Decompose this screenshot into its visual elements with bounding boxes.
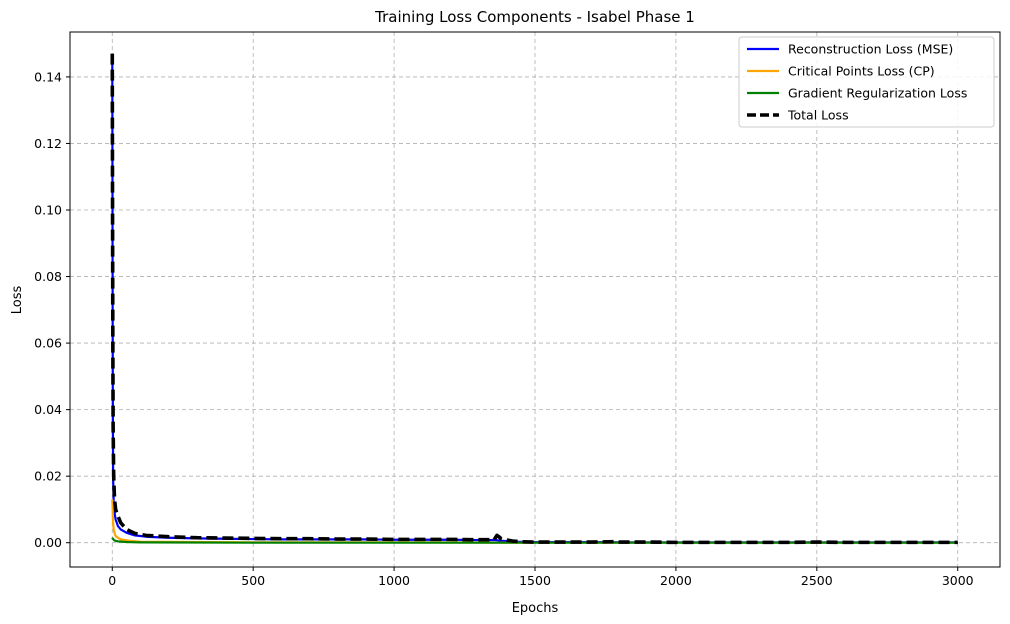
y-tick-label: 0.14 bbox=[34, 69, 62, 84]
x-tick-label: 1500 bbox=[519, 573, 551, 588]
axis-ticks: 0 500 1000 1500 2000 2500 3000 0.00 0.02 0.04 0.06… bbox=[34, 69, 974, 588]
y-tick-label: 0.04 bbox=[34, 402, 62, 417]
x-tick-label: 2000 bbox=[660, 573, 692, 588]
legend-label: Critical Points Loss (CP) bbox=[788, 64, 935, 79]
x-axis-label: Epochs bbox=[512, 601, 559, 616]
y-tick-label: 0.00 bbox=[34, 535, 62, 550]
x-tick-label: 1000 bbox=[378, 573, 410, 588]
series-line-3 bbox=[110, 53, 958, 545]
y-tick-label: 0.12 bbox=[34, 136, 62, 151]
chart-title: Training Loss Components - Isabel Phase … bbox=[374, 8, 695, 26]
y-tick-label: 0.02 bbox=[34, 469, 62, 484]
x-tick-label: 500 bbox=[241, 573, 265, 588]
x-tick-label: 2500 bbox=[801, 573, 833, 588]
x-tick-label: 3000 bbox=[942, 573, 974, 588]
y-tick-label: 0.10 bbox=[34, 203, 62, 218]
legend-label: Gradient Regularization Loss bbox=[788, 86, 967, 101]
series-lines bbox=[110, 53, 958, 545]
legend: Reconstruction Loss (MSE) Critical Points… bbox=[738, 36, 995, 128]
legend-box bbox=[738, 36, 995, 128]
y-tick-label: 0.08 bbox=[34, 269, 62, 284]
y-axis-label: Loss bbox=[10, 286, 25, 315]
y-tick-label: 0.06 bbox=[34, 336, 62, 351]
x-tick-label: 0 bbox=[108, 573, 116, 588]
legend-label: Total Loss bbox=[787, 108, 849, 123]
legend-label: Reconstruction Loss (MSE) bbox=[788, 42, 953, 57]
